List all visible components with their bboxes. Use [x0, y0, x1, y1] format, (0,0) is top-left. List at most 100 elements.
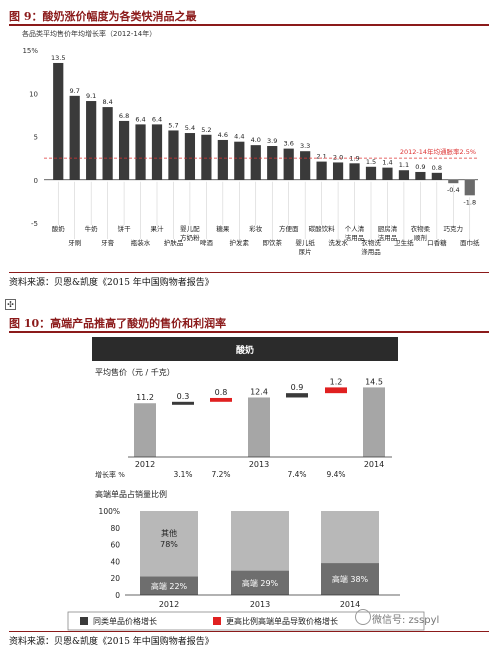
- figure10-header-bar: [92, 337, 398, 361]
- figure10-source: 资料来源：贝恩&凯度《2015 年中国购物者报告》: [9, 637, 214, 647]
- bar-value-label: 5.7: [168, 121, 178, 129]
- growth-rate: 3.1%: [173, 470, 192, 479]
- growth-rate: 9.4%: [326, 470, 345, 479]
- y-tick-label: 15%: [22, 47, 38, 55]
- figure9-reference-line: 2012-14年均通胀率2.5%: [44, 147, 478, 159]
- legend-premium: 更高比例高端单品导致价格增长: [226, 616, 338, 626]
- share-year-label: 2014: [340, 600, 360, 609]
- share-bars: 100% 80 60 40 20 0 高端 22% 2012 高端 29% 2013 高端 38% 2…: [99, 507, 400, 609]
- bar: [415, 171, 426, 180]
- bar: [217, 139, 228, 180]
- figure10-legend: 同类单品价格增长 更高比例高端单品导致价格增长: [67, 611, 425, 631]
- legend-swatch-same: [80, 617, 88, 625]
- year-label: 2014: [364, 460, 384, 469]
- bar-value-label: 4.0: [251, 136, 261, 144]
- y-tick-label: 5: [34, 134, 38, 142]
- category-label: 牙刷: [68, 239, 81, 247]
- bar: [365, 166, 377, 180]
- bar-value-label: 0.8: [432, 164, 442, 172]
- share-label: 高端单品占销量比例: [95, 489, 167, 499]
- bar: [431, 172, 442, 180]
- bar: [464, 179, 475, 196]
- price-value-label: 12.4: [250, 387, 268, 396]
- bar: [448, 179, 459, 184]
- category-label: 方便面: [279, 224, 299, 233]
- category-label: 顺剂: [414, 233, 427, 242]
- share-premium-segment: [140, 576, 198, 595]
- watermark: 微信号: zsspyl: [372, 615, 440, 626]
- category-label: 瓶装水: [131, 238, 151, 247]
- figure9-title-rule: [9, 24, 489, 26]
- bar: [300, 151, 311, 180]
- bar: [267, 146, 278, 180]
- price-bars: 11.2 2012 12.4 2013 14.5 2014 0.3 0.8 0.9 1.2: [128, 377, 392, 469]
- category-label: 洁用品: [378, 233, 398, 242]
- category-label: 糖果: [216, 224, 230, 233]
- bar: [118, 120, 130, 180]
- category-label: 啤酒: [200, 238, 214, 247]
- share-premium-segment: [321, 563, 379, 595]
- bridge-bar: [172, 401, 194, 405]
- category-label: 衣物柔: [411, 224, 431, 233]
- share-premium-label: 高端 22%: [151, 581, 188, 591]
- share-y-tick: 0: [115, 591, 120, 600]
- figure9-chart: 各品类平均售价年均增长率（2012-14年） 15% 10 5 0 -5 13.5 9.7…: [22, 29, 480, 256]
- bar-value-label: 6.4: [152, 115, 162, 123]
- price-value-label: 11.2: [136, 393, 154, 402]
- category-label: 卫生纸: [394, 238, 414, 247]
- price-label: 平均售价（元 / 千克）: [95, 367, 175, 377]
- y-tick-label: 10: [29, 90, 38, 98]
- bar-value-label: 4.6: [218, 131, 228, 139]
- category-label: 彩妆: [249, 224, 263, 233]
- bar-value-label: 1.5: [366, 158, 376, 166]
- share-y-tick: 20: [110, 574, 120, 583]
- share-y-tick: 40: [110, 557, 120, 566]
- legend-box: [67, 611, 425, 631]
- bar: [184, 133, 196, 180]
- bridge-value-label: 0.3: [177, 392, 190, 401]
- bar-value-label: 3.3: [300, 142, 310, 150]
- share-other-value: 78%: [160, 540, 178, 549]
- move-anchor-icon[interactable]: ✣: [5, 299, 16, 310]
- bar-value-label: 1.4: [382, 159, 392, 167]
- bar-value-label: 6.4: [135, 115, 145, 123]
- bar: [151, 124, 163, 180]
- category-label: 巧克力: [444, 224, 464, 233]
- y-tick-label: 0: [34, 177, 38, 185]
- bar: [398, 170, 410, 180]
- wechat-icon: [355, 609, 371, 625]
- category-label: 方奶粉: [180, 233, 200, 242]
- growth-rates: 3.1% 7.2% 7.4% 9.4%: [173, 470, 345, 479]
- category-label: 个人清: [345, 224, 365, 233]
- share-y-tick: 60: [110, 541, 120, 550]
- share-year-label: 2013: [250, 600, 270, 609]
- bar-value-label: 1.1: [399, 161, 409, 169]
- bridge-value-label: 1.2: [330, 377, 343, 386]
- category-label: 厨房清: [378, 224, 398, 233]
- bar-value-label: 9.7: [70, 87, 80, 95]
- figure10-header: 酸奶: [236, 344, 254, 356]
- bar: [102, 107, 113, 180]
- figure10-title-rule: [9, 331, 489, 333]
- bar-value-label: 5.4: [185, 124, 195, 132]
- category-label: 洁用品: [345, 233, 365, 242]
- share-premium-label: 高端 38%: [332, 574, 369, 584]
- figure9-source-rule: [9, 272, 489, 273]
- bridge-bar: [325, 387, 347, 394]
- bar: [86, 101, 97, 180]
- price-value-label: 14.5: [365, 377, 383, 386]
- share-premium-segment: [231, 570, 289, 595]
- growth-label: 增长率 %: [95, 470, 125, 479]
- price-bar: [248, 397, 270, 457]
- bar: [349, 163, 360, 180]
- figure9-subtitle: 各品类平均售价年均增长率（2012-14年）: [22, 29, 156, 38]
- figure9-bars: 13.5 9.7 9.1 8.4 6.8 6.4 6.4 5.7 5.4 5.2 4.6 4.4 4.0…: [51, 54, 476, 206]
- price-bar: [363, 387, 385, 457]
- category-label: 洗发水: [328, 238, 348, 247]
- bridge-bar: [210, 397, 232, 402]
- bar-value-label: 4.4: [234, 133, 244, 141]
- figure10-title: 图 10：高端产品推高了酸奶的售价和利润率: [9, 317, 227, 330]
- bar-value-label: 2.0: [333, 153, 343, 161]
- bar: [168, 130, 179, 180]
